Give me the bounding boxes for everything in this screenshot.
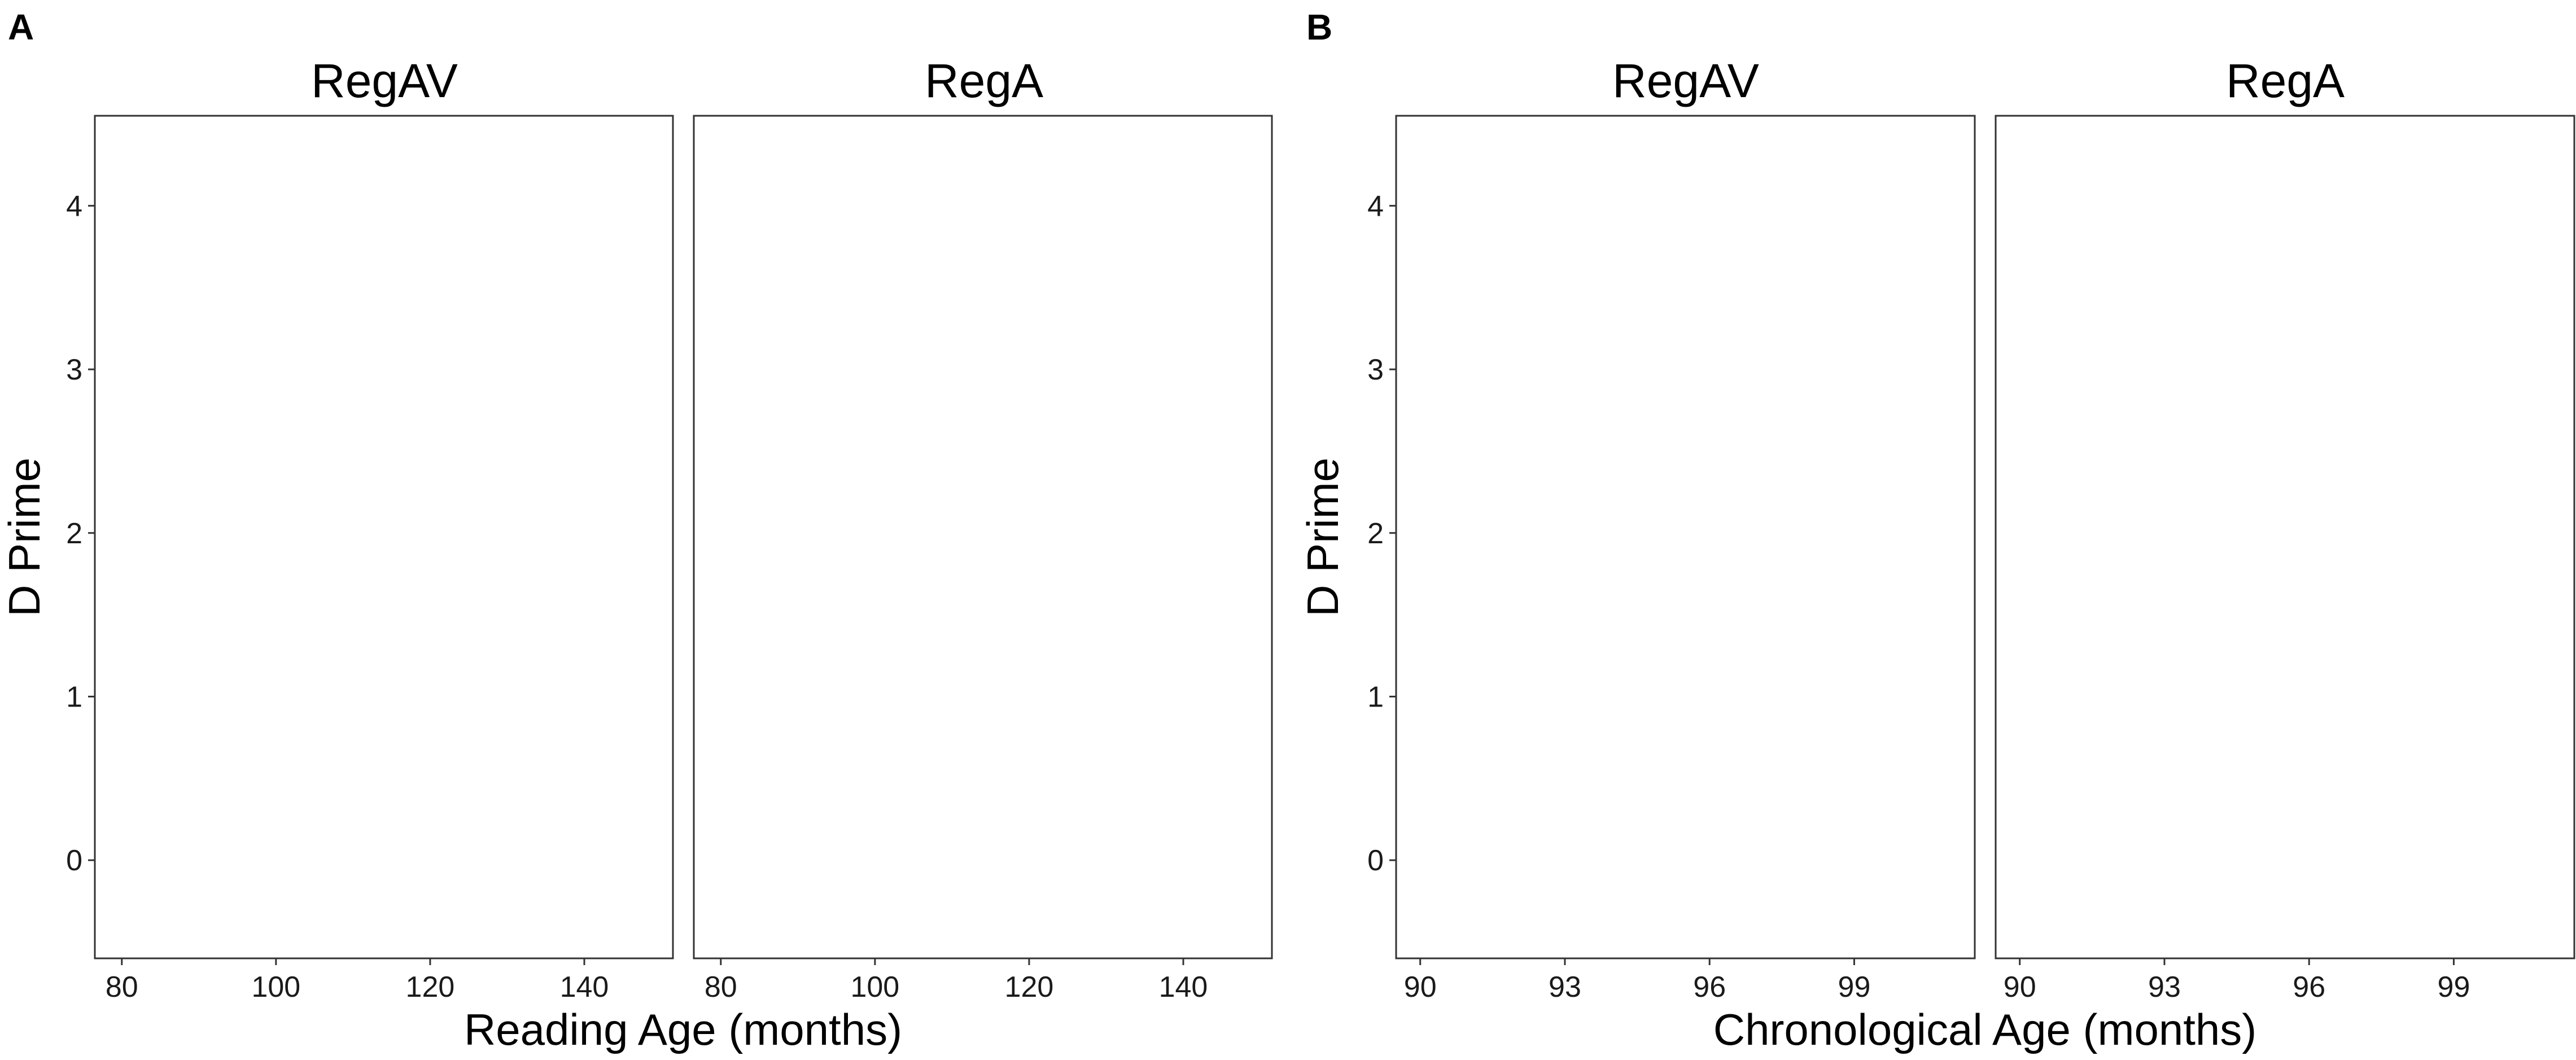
x-tick-label: 140 (560, 971, 609, 1004)
x-tick-label: 120 (406, 971, 455, 1004)
panel-label-b: B (1306, 7, 1332, 47)
y-tick-label: 0 (1367, 844, 1384, 877)
x-tick-label: 100 (251, 971, 300, 1004)
y-tick-label: 1 (1367, 681, 1384, 713)
x-tick-label: 80 (705, 971, 737, 1004)
y-tick-label: 2 (66, 517, 82, 550)
y-tick-label: 2 (1367, 517, 1384, 550)
panel-label-a: A (8, 7, 34, 47)
x-tick-label: 99 (1838, 971, 1871, 1004)
y-axis-title-a: D Prime (0, 457, 49, 617)
x-tick-label: 96 (1693, 971, 1726, 1004)
x-axis-title-a: Reading Age (months) (464, 1005, 902, 1054)
facet-title-b-regav: RegAV (1612, 54, 1759, 107)
y-axis-a: 0 1 2 3 4 (66, 190, 95, 877)
y-tick-label: 3 (1367, 354, 1384, 386)
x-tick-label: 93 (2148, 971, 2181, 1004)
x-tick-label: 93 (1549, 971, 1581, 1004)
facet-a-rega: 80 100 120 140 (693, 115, 1273, 1004)
y-tick-label: 1 (66, 681, 82, 713)
y-tick-label: 0 (66, 844, 82, 877)
x-tick-label: 120 (1005, 971, 1054, 1004)
x-tick-label: 100 (850, 971, 899, 1004)
x-tick-label: 99 (2438, 971, 2470, 1004)
facet-title-a-rega: RegA (925, 54, 1043, 107)
x-axis-title-b: Chronological Age (months) (1713, 1005, 2257, 1054)
y-tick-label: 4 (1367, 190, 1384, 223)
x-tick-label: 96 (2293, 971, 2325, 1004)
facet-b-rega: 90 93 96 99 (1995, 115, 2575, 1004)
y-axis-b: 0 1 2 3 4 (1367, 190, 1396, 877)
facet-a-regav: 80 100 120 140 (94, 115, 674, 1004)
y-tick-label: 3 (66, 354, 82, 386)
facet-title-b-rega: RegA (2226, 54, 2345, 107)
x-tick-label: 90 (1404, 971, 1437, 1004)
y-axis-title-b: D Prime (1298, 457, 1348, 617)
facet-b-regav: 90 93 96 99 (1395, 115, 1976, 1004)
x-tick-label: 140 (1159, 971, 1208, 1004)
y-tick-label: 4 (66, 190, 82, 223)
facet-title-a-regav: RegAV (311, 54, 458, 107)
x-tick-label: 90 (2004, 971, 2036, 1004)
x-tick-label: 80 (106, 971, 138, 1004)
